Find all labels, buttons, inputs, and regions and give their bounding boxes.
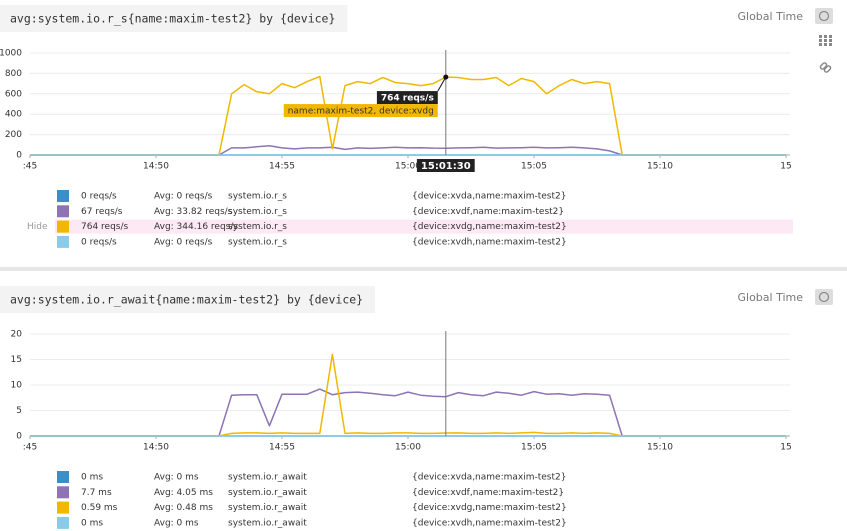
y-tick-label: 20: [11, 330, 23, 340]
x-tick-label: 15:05: [521, 443, 547, 453]
legend-tags: {device:xvda,name:maxim-test2}: [412, 473, 566, 483]
series-line: [30, 75, 786, 156]
legend-swatch[interactable]: [57, 220, 69, 233]
x-tick-label: 15:05: [521, 162, 547, 172]
y-tick-label: 0: [16, 432, 22, 442]
legend-avg: Avg: 0 ms: [154, 473, 199, 483]
series-line: [30, 353, 786, 437]
grid-icon[interactable]: [819, 35, 832, 46]
x-tick-label: 15:00: [395, 443, 421, 453]
legend-swatch[interactable]: [57, 516, 69, 529]
legend-metric: system.io.r_await: [228, 473, 307, 483]
x-tick-label: 14:55: [269, 443, 295, 453]
title-box: [0, 5, 348, 32]
legend-metric: system.io.r_s: [228, 222, 287, 232]
legend-tags: {device:xvdf,name:maxim-test2}: [412, 207, 564, 217]
tooltip-pointer: [437, 76, 447, 92]
legend-swatch[interactable]: [57, 471, 69, 483]
legend-value: 0 reqs/s: [81, 192, 117, 202]
legend-metric: system.io.r_s: [228, 237, 287, 247]
series-line: [30, 388, 786, 437]
tooltip-time-box: [416, 159, 475, 172]
legend-tags: {device:xvdh,name:maxim-test2}: [412, 518, 567, 528]
clock-icon: [818, 10, 830, 22]
legend-tags: {device:xvdg,name:maxim-test2}: [412, 503, 567, 513]
x-tick-label: 14:50: [143, 443, 169, 453]
x-tick-label: 14:55: [269, 162, 295, 172]
legend-metric: system.io.r_s: [228, 207, 287, 217]
y-tick-label: 600: [5, 89, 22, 99]
legend-avg: Avg: 4.05 ms: [154, 488, 213, 498]
x-tick-label: 15: [780, 443, 791, 453]
x-tick-label: :45: [23, 162, 37, 172]
legend-metric: system.io.r_await: [228, 518, 307, 528]
link-icon[interactable]: [819, 62, 832, 73]
legend-avg: Avg: 0 ms: [154, 518, 199, 528]
tooltip-value-box: [376, 91, 438, 105]
x-tick-label: 15:10: [647, 162, 673, 172]
legend-swatch[interactable]: [57, 486, 69, 499]
tooltip-value: 764 reqs/s: [381, 94, 434, 104]
y-tick-label: 0: [16, 151, 22, 161]
legend-row-highlight: [55, 219, 793, 234]
x-tick-label: 15:00: [395, 162, 421, 172]
legend-avg: Avg: 0.48 ms: [154, 503, 213, 513]
hide-button[interactable]: Hide: [27, 222, 48, 232]
global-time-button[interactable]: Global Time: [737, 10, 803, 23]
clock-icon: [818, 291, 830, 303]
y-tick-label: 5: [16, 406, 22, 416]
panel-separator: [0, 267, 847, 271]
tooltip-series: name:maxim-test2, device:xvdg: [288, 107, 434, 117]
legend-tags: {device:xvdg,name:maxim-test2}: [412, 222, 567, 232]
clock-button[interactable]: [815, 8, 833, 24]
legend-metric: system.io.r_s: [228, 192, 287, 202]
chart-title: avg:system.io.r_await{name:maxim-test2} …: [10, 293, 363, 307]
legend-avg: Avg: 33.82 reqs/s: [154, 207, 233, 217]
legend-metric: system.io.r_await: [228, 503, 307, 513]
legend-value: 0 ms: [81, 473, 103, 483]
x-tick-label: :45: [23, 443, 37, 453]
legend-metric: system.io.r_await: [228, 488, 307, 498]
global-time-button[interactable]: Global Time: [737, 291, 803, 304]
chart-title: avg:system.io.r_s{name:maxim-test2} by {…: [10, 12, 335, 26]
legend-avg: Avg: 0 reqs/s: [154, 237, 213, 247]
y-tick-label: 10: [11, 381, 23, 391]
x-tick-label: 15: [780, 162, 791, 172]
title-box: [0, 286, 376, 313]
x-tick-label: 15:10: [647, 443, 673, 453]
y-tick-label: 1000: [0, 49, 22, 59]
legend-swatch[interactable]: [57, 501, 69, 514]
legend-value: 7.7 ms: [81, 488, 112, 498]
y-tick-label: 15: [11, 355, 22, 365]
tooltip-time: 15:01:30: [421, 161, 471, 172]
series-line: [30, 145, 786, 156]
y-tick-label: 200: [5, 130, 22, 140]
y-tick-label: 400: [5, 110, 22, 120]
legend-swatch[interactable]: [57, 235, 69, 248]
legend-swatch[interactable]: [57, 190, 69, 202]
clock-button[interactable]: [815, 289, 833, 305]
legend-value: 0.59 ms: [81, 503, 118, 513]
legend-tags: {device:xvdf,name:maxim-test2}: [412, 488, 564, 498]
x-tick-label: 14:50: [143, 162, 169, 172]
legend-avg: Avg: 0 reqs/s: [154, 192, 213, 202]
legend-value: 0 ms: [81, 518, 103, 528]
legend-tags: {device:xvdh,name:maxim-test2}: [412, 237, 567, 247]
legend-swatch[interactable]: [57, 205, 69, 218]
legend-value: 67 reqs/s: [81, 207, 123, 217]
legend-tags: {device:xvda,name:maxim-test2}: [412, 192, 566, 202]
legend-avg: Avg: 344.16 reqs/s: [154, 222, 238, 232]
legend-value: 764 reqs/s: [81, 222, 129, 232]
y-tick-label: 800: [5, 69, 22, 79]
legend-value: 0 reqs/s: [81, 237, 117, 247]
tooltip-series-box: [283, 104, 438, 118]
